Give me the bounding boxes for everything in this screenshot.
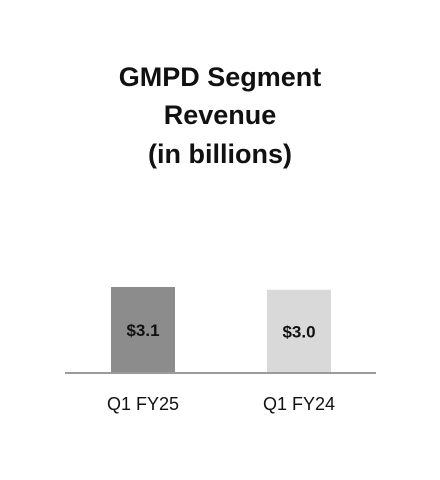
data-label-0: $3.1 — [126, 321, 159, 340]
x-tick-label-1: Q1 FY24 — [263, 394, 335, 414]
chart-title-line-1: GMPD Segment — [119, 62, 322, 92]
chart-title-line-3: (in billions) — [148, 139, 292, 169]
bar-0 — [111, 287, 175, 373]
bar-1 — [267, 289, 331, 373]
x-tick-label-0: Q1 FY25 — [107, 394, 179, 414]
plot-area: $3.1 Q1 FY25 $3.0 Q1 FY24 — [65, 287, 376, 414]
data-label-1: $3.0 — [282, 322, 315, 341]
chart-title-line-2: Revenue — [164, 100, 277, 130]
